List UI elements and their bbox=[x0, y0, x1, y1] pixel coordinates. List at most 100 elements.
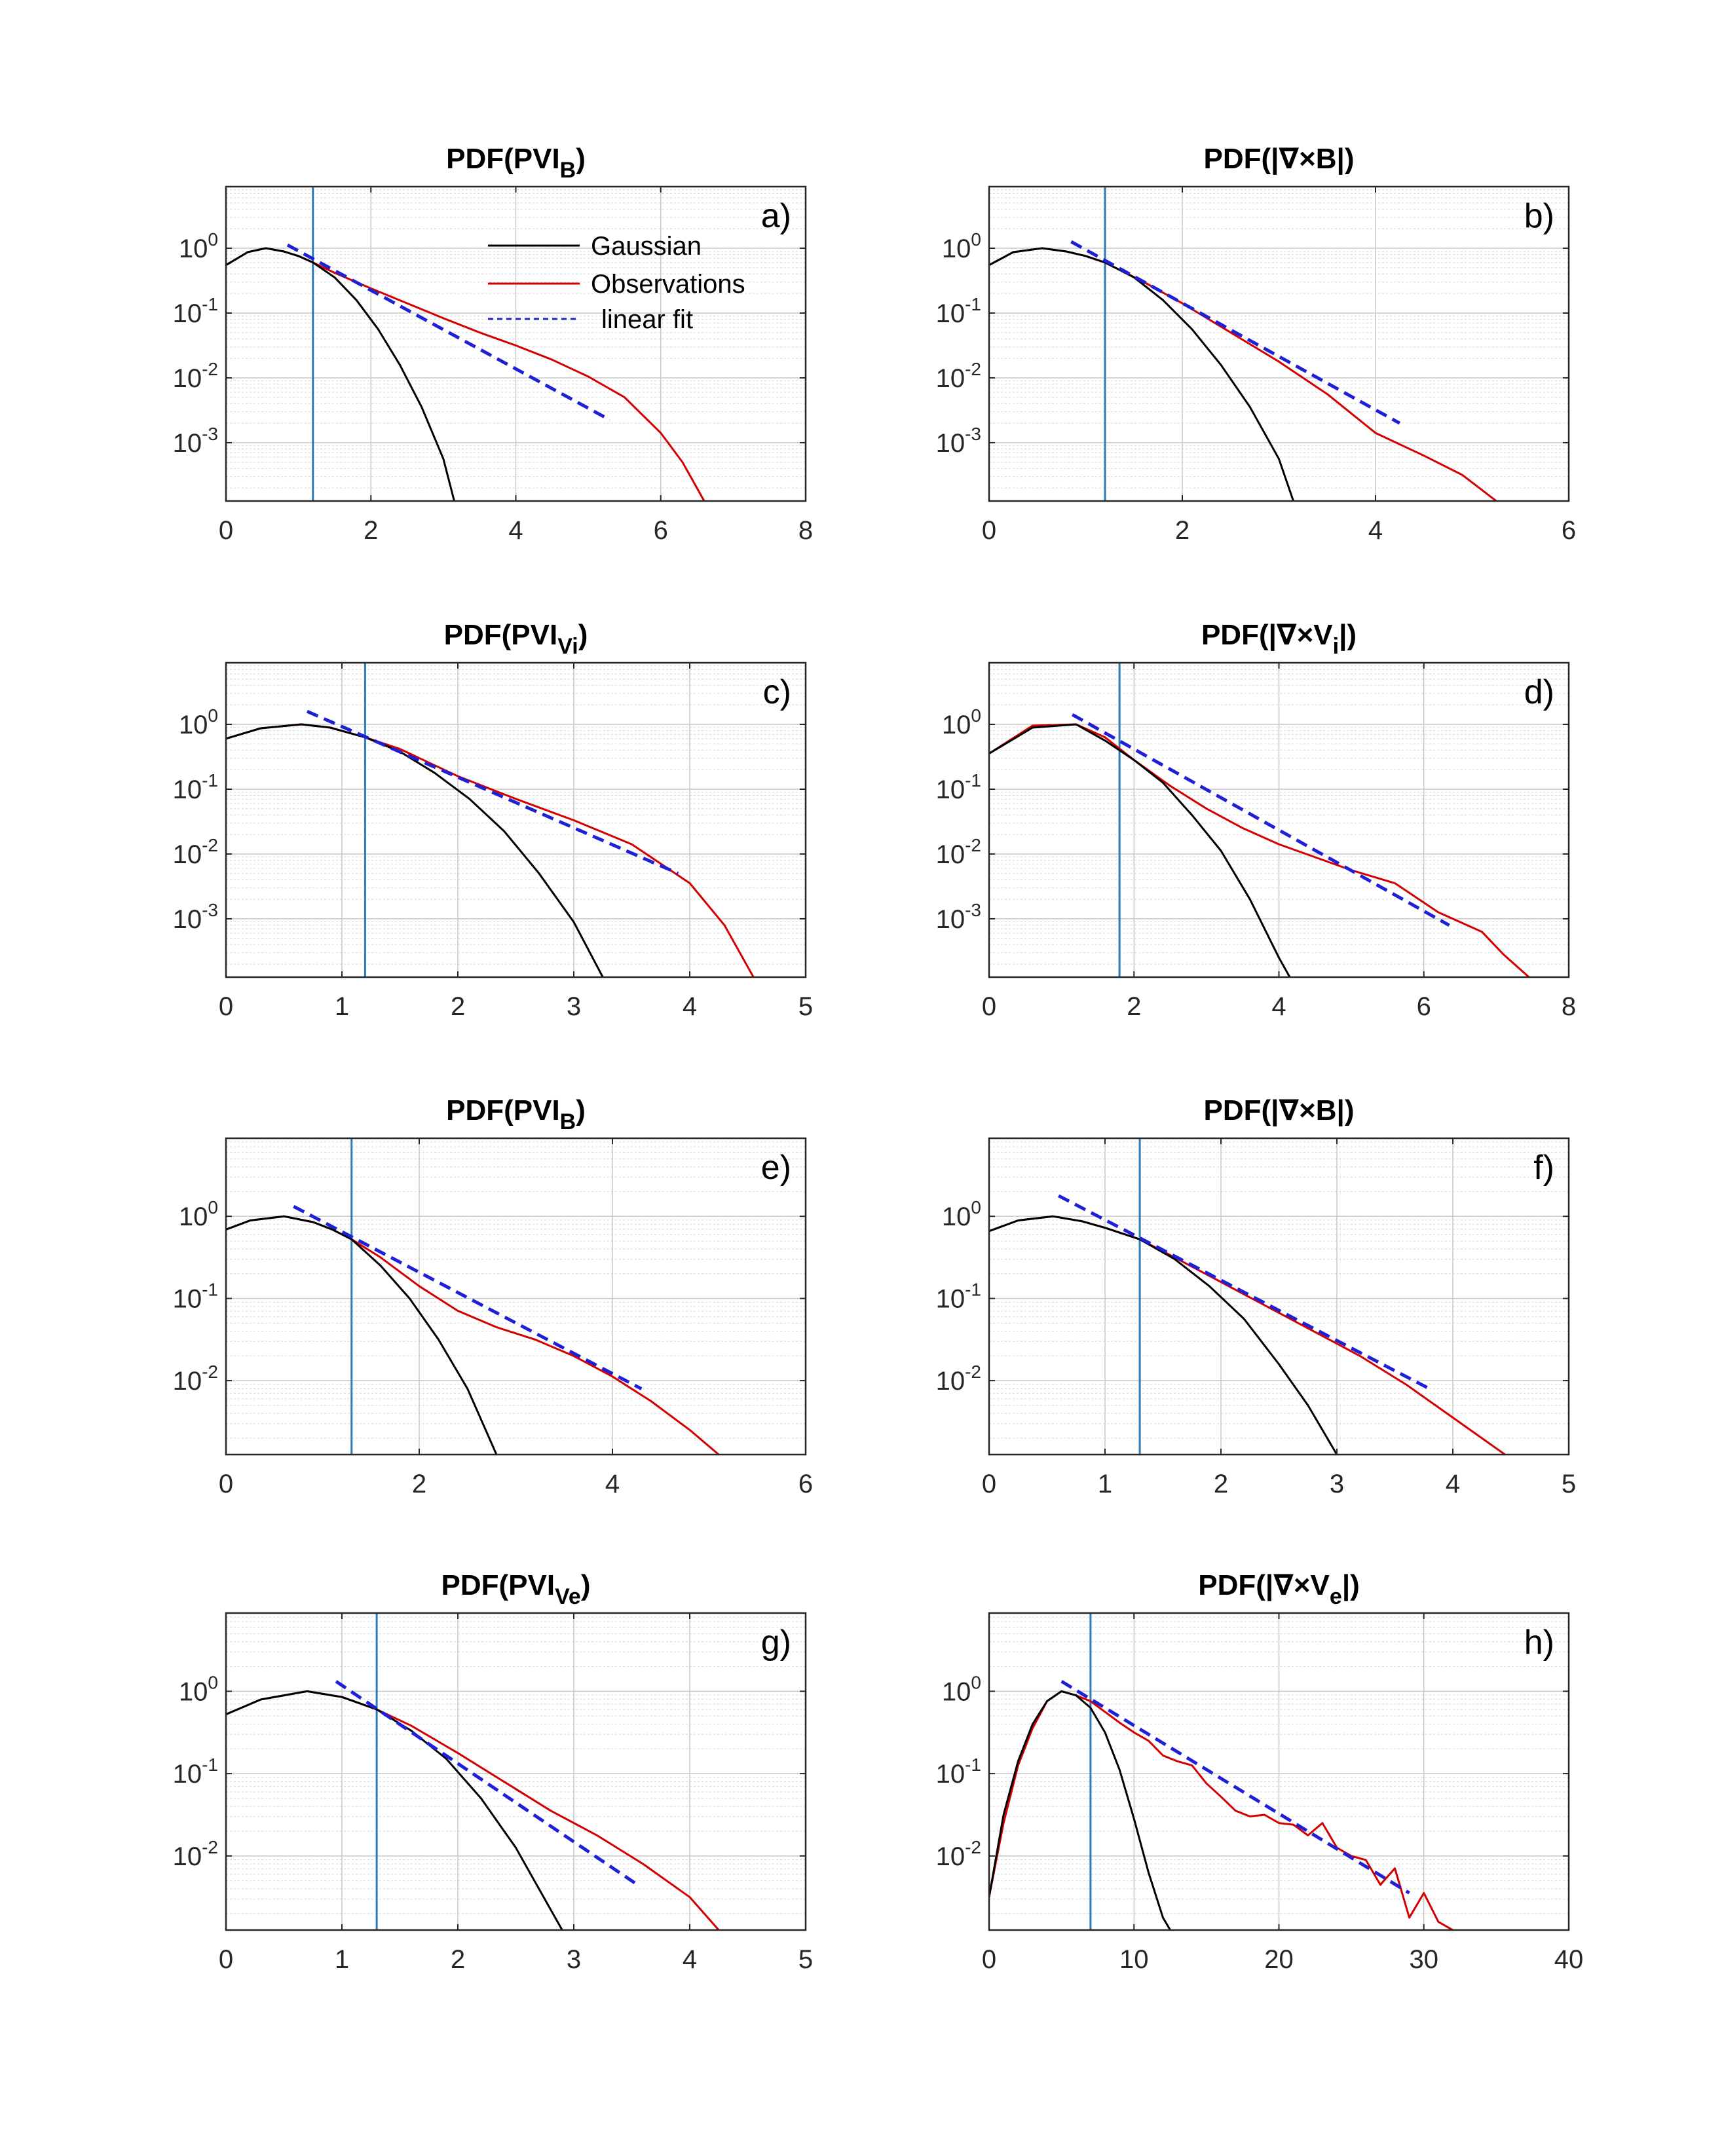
x-tick-label: 5 bbox=[798, 1945, 813, 1974]
panel-title: PDF(|∇×Vi|) bbox=[1201, 619, 1357, 659]
y-tick-label: 100 bbox=[179, 1672, 218, 1706]
panel-letter: b) bbox=[1524, 197, 1554, 235]
gaussian-line bbox=[989, 1690, 1171, 1930]
legend-label: Gaussian bbox=[591, 232, 702, 261]
x-tick-label: 5 bbox=[798, 992, 813, 1021]
y-tick-label: 10-2 bbox=[936, 1362, 981, 1396]
panel-d: 0 2 4 6 8 100 10-1 10-2 10-3 PDF(|∇×Vi|) d) bbox=[936, 619, 1577, 1021]
y-tick-label: 10-2 bbox=[173, 1362, 218, 1396]
y-tick-label: 10-3 bbox=[173, 900, 218, 934]
panel-title: PDF(PVIVe) bbox=[441, 1569, 591, 1609]
panel-letter: e) bbox=[761, 1149, 791, 1187]
y-tick-label: 100 bbox=[179, 1197, 218, 1231]
y-tick-label: 10-2 bbox=[173, 1837, 218, 1871]
observations-line bbox=[989, 723, 1530, 977]
panel-h: 0 10 20 30 40 100 10-1 10-2 PDF(|∇×Ve|) h) bbox=[936, 1569, 1584, 1974]
x-tick-label: 2 bbox=[412, 1470, 426, 1498]
panel-title: PDF(PVIB) bbox=[446, 143, 586, 183]
gaussian-line bbox=[989, 247, 1295, 501]
y-tick-label: 100 bbox=[179, 705, 218, 739]
panel-title: PDF(PVIVi) bbox=[444, 619, 588, 659]
x-tick-label: 0 bbox=[219, 1470, 233, 1498]
panel-title: PDF(|∇×B|) bbox=[1203, 143, 1354, 176]
y-tick-label: 10-2 bbox=[936, 835, 981, 869]
y-tick-label: 100 bbox=[942, 1197, 981, 1231]
y-tick-label: 100 bbox=[942, 705, 981, 739]
y-tick-label: 10-3 bbox=[936, 424, 981, 458]
x-tick-label: 2 bbox=[1175, 516, 1190, 545]
axes-frame bbox=[225, 661, 807, 978]
x-tick-label: 2 bbox=[1127, 992, 1141, 1021]
fit-line bbox=[1060, 1680, 1410, 1895]
x-tick-label: 0 bbox=[219, 992, 233, 1021]
axes-frame bbox=[988, 1137, 1570, 1456]
x-tick-label: 40 bbox=[1554, 1945, 1584, 1974]
gaussian-line bbox=[226, 1215, 498, 1455]
x-tick-label: 5 bbox=[1562, 1470, 1576, 1498]
y-tick-label: 100 bbox=[942, 1672, 981, 1706]
fit-line bbox=[1071, 713, 1450, 927]
x-tick-label: 4 bbox=[1271, 992, 1286, 1021]
y-tick-label: 10-1 bbox=[173, 770, 218, 804]
fit-line bbox=[335, 1680, 639, 1886]
panel-letter: a) bbox=[761, 197, 791, 235]
x-tick-label: 2 bbox=[451, 1945, 465, 1974]
panel-title: PDF(|∇×Ve|) bbox=[1198, 1569, 1360, 1609]
x-tick-label: 2 bbox=[364, 516, 378, 545]
x-tick-label: 6 bbox=[1562, 516, 1576, 545]
panel-letter: h) bbox=[1524, 1624, 1554, 1662]
x-tick-label: 4 bbox=[1368, 516, 1383, 545]
axes-frame bbox=[988, 185, 1570, 502]
y-tick-label: 100 bbox=[179, 229, 218, 263]
plot-area bbox=[226, 663, 806, 977]
fit-line bbox=[306, 709, 679, 875]
x-tick-label: 6 bbox=[654, 516, 668, 545]
x-tick-label: 0 bbox=[982, 1945, 996, 1974]
panel-title: PDF(|∇×B|) bbox=[1203, 1094, 1354, 1127]
plot-area bbox=[989, 1138, 1569, 1455]
legend: Gaussian Observations linear fit bbox=[488, 232, 745, 334]
x-tick-label: 1 bbox=[335, 1945, 349, 1974]
legend-label: Observations bbox=[591, 270, 745, 299]
plot-area bbox=[226, 1613, 806, 1930]
fit-line bbox=[1070, 240, 1401, 425]
axes-frame bbox=[225, 1612, 807, 1931]
gaussian-line bbox=[989, 723, 1291, 977]
x-tick-label: 1 bbox=[335, 992, 349, 1021]
y-tick-label: 10-3 bbox=[173, 424, 218, 458]
panel-g: 0 1 2 3 4 5 100 10-1 10-2 PDF(PVIVe) g) bbox=[173, 1569, 814, 1974]
y-tick-label: 10-2 bbox=[936, 1837, 981, 1871]
gaussian-line bbox=[226, 1690, 563, 1930]
x-tick-label: 0 bbox=[982, 992, 996, 1021]
panel-a: 0 2 4 6 8 100 10-1 10-2 10-3 PDF(PVIB) a) Gaussian O… bbox=[173, 143, 814, 545]
panel-e: 0 2 4 6 100 10-1 10-2 PDF(PVIB) e) bbox=[173, 1094, 814, 1498]
x-tick-label: 4 bbox=[683, 1945, 697, 1974]
panel-b: 0 2 4 6 100 10-1 10-2 10-3 PDF(|∇×B|) b) bbox=[936, 143, 1577, 545]
fit-line bbox=[293, 1204, 643, 1390]
plot-area bbox=[989, 187, 1569, 501]
y-tick-label: 10-1 bbox=[173, 294, 218, 328]
y-tick-label: 10-1 bbox=[173, 1280, 218, 1314]
y-tick-label: 10-1 bbox=[173, 1755, 218, 1789]
x-tick-label: 8 bbox=[1562, 992, 1576, 1021]
panel-title: PDF(PVIB) bbox=[446, 1094, 586, 1134]
x-tick-label: 0 bbox=[982, 516, 996, 545]
x-tick-label: 30 bbox=[1410, 1945, 1439, 1974]
panel-letter: g) bbox=[761, 1624, 791, 1662]
y-tick-label: 10-1 bbox=[936, 294, 981, 328]
y-tick-label: 10-2 bbox=[173, 359, 218, 393]
x-tick-label: 2 bbox=[451, 992, 465, 1021]
fit-line bbox=[286, 243, 611, 422]
x-tick-label: 4 bbox=[605, 1470, 620, 1498]
y-tick-label: 10-1 bbox=[936, 770, 981, 804]
x-tick-label: 0 bbox=[982, 1470, 996, 1498]
x-tick-label: 0 bbox=[219, 1945, 233, 1974]
fit-line bbox=[1058, 1194, 1431, 1390]
x-tick-label: 6 bbox=[1417, 992, 1431, 1021]
x-tick-label: 1 bbox=[1098, 1470, 1112, 1498]
plot-area bbox=[226, 1138, 806, 1455]
x-tick-label: 20 bbox=[1264, 1945, 1294, 1974]
x-tick-label: 10 bbox=[1119, 1945, 1149, 1974]
x-tick-label: 3 bbox=[567, 1945, 581, 1974]
